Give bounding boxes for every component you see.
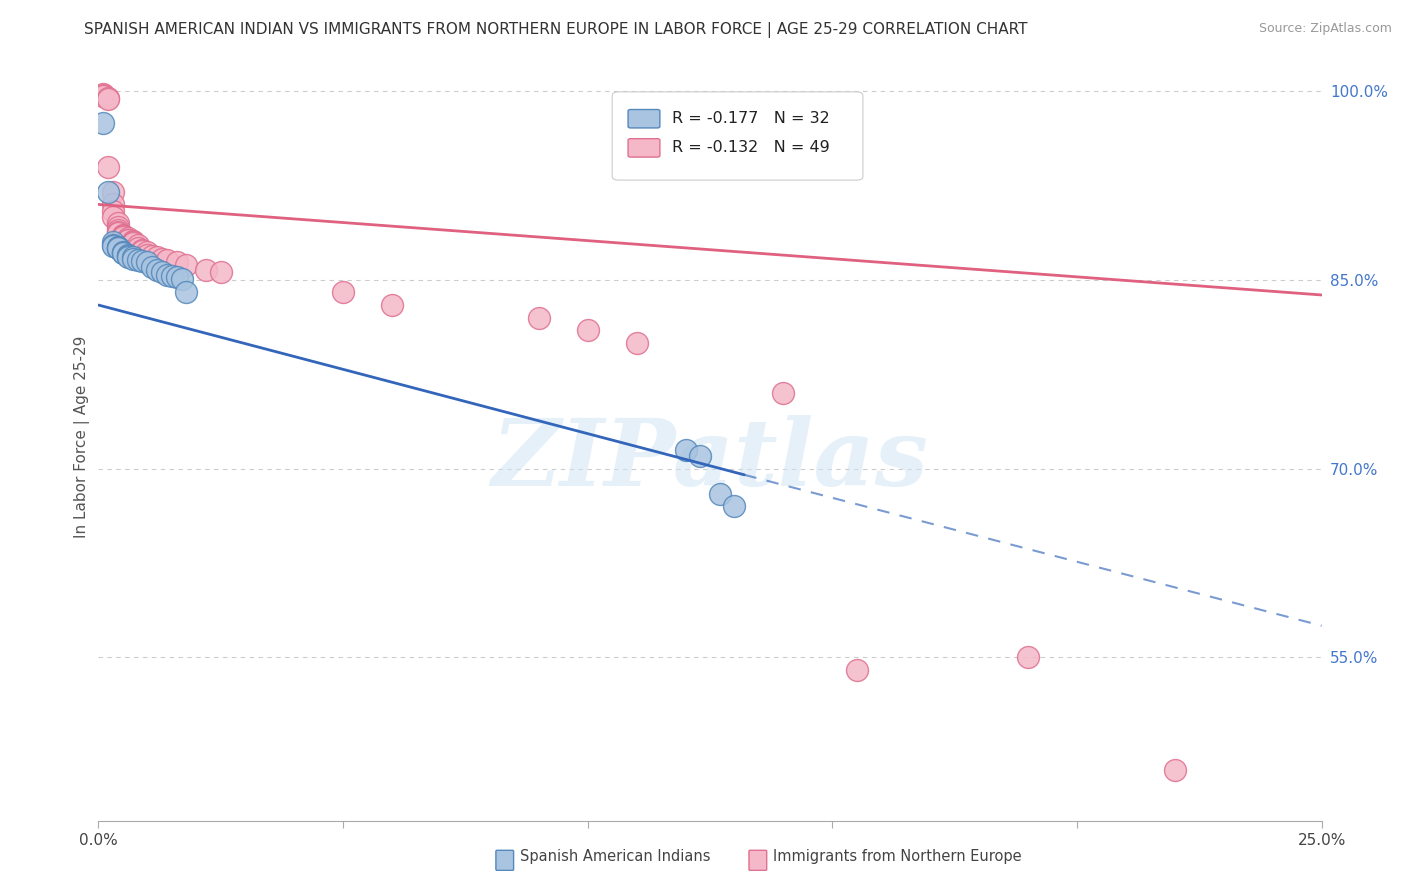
Point bbox=[107, 242, 129, 256]
Point bbox=[101, 210, 124, 224]
Point bbox=[111, 246, 134, 260]
Point bbox=[121, 236, 143, 251]
Point bbox=[91, 88, 114, 103]
Point bbox=[170, 271, 193, 285]
Point bbox=[111, 227, 134, 242]
Point bbox=[107, 227, 129, 241]
Point bbox=[97, 90, 120, 104]
Point bbox=[107, 242, 129, 256]
Point bbox=[576, 323, 599, 337]
Point bbox=[1017, 650, 1039, 665]
Point bbox=[101, 239, 124, 253]
Point bbox=[117, 233, 139, 247]
Point bbox=[689, 449, 711, 463]
Point bbox=[117, 249, 139, 263]
Point bbox=[121, 235, 143, 249]
Text: Source: ZipAtlas.com: Source: ZipAtlas.com bbox=[1258, 22, 1392, 36]
Point bbox=[127, 237, 149, 252]
Text: SPANISH AMERICAN INDIAN VS IMMIGRANTS FROM NORTHERN EUROPE IN LABOR FORCE | AGE : SPANISH AMERICAN INDIAN VS IMMIGRANTS FR… bbox=[84, 22, 1028, 38]
FancyBboxPatch shape bbox=[612, 92, 863, 180]
Point bbox=[141, 249, 163, 263]
Point bbox=[209, 265, 232, 279]
FancyBboxPatch shape bbox=[628, 110, 659, 128]
Point bbox=[111, 245, 134, 260]
Point bbox=[101, 237, 124, 252]
Point bbox=[141, 260, 163, 275]
Point bbox=[150, 265, 173, 279]
Point bbox=[101, 203, 124, 218]
Point bbox=[117, 250, 139, 264]
Point bbox=[107, 220, 129, 235]
Point bbox=[136, 248, 159, 262]
Point bbox=[97, 92, 120, 106]
Point bbox=[1164, 764, 1187, 778]
Point bbox=[121, 252, 143, 266]
FancyBboxPatch shape bbox=[628, 138, 659, 157]
FancyBboxPatch shape bbox=[749, 850, 766, 871]
Point bbox=[107, 225, 129, 239]
Y-axis label: In Labor Force | Age 25-29: In Labor Force | Age 25-29 bbox=[75, 336, 90, 538]
Point bbox=[166, 255, 188, 269]
Point bbox=[195, 262, 218, 277]
Point bbox=[176, 285, 198, 300]
Point bbox=[146, 262, 169, 277]
Point bbox=[117, 231, 139, 245]
Point bbox=[127, 242, 149, 256]
Point bbox=[91, 116, 114, 130]
Point bbox=[626, 335, 648, 350]
Point bbox=[772, 386, 794, 401]
Point bbox=[121, 250, 143, 264]
Point bbox=[101, 197, 124, 211]
Point bbox=[107, 222, 129, 236]
Text: R = -0.132   N = 49: R = -0.132 N = 49 bbox=[672, 140, 830, 155]
Point bbox=[845, 663, 868, 677]
Point bbox=[121, 234, 143, 248]
Point bbox=[107, 240, 129, 254]
Point bbox=[91, 87, 114, 101]
Point bbox=[101, 235, 124, 249]
Point bbox=[166, 270, 188, 285]
Text: ZIPatlas: ZIPatlas bbox=[492, 415, 928, 505]
Point bbox=[332, 285, 354, 300]
Point bbox=[97, 185, 120, 199]
Point bbox=[97, 160, 120, 174]
Point bbox=[107, 216, 129, 230]
Point bbox=[121, 235, 143, 249]
Point bbox=[381, 298, 404, 312]
Point bbox=[156, 268, 179, 282]
Point bbox=[111, 228, 134, 243]
Point bbox=[127, 252, 149, 267]
Point bbox=[156, 252, 179, 267]
Point bbox=[111, 230, 134, 244]
Point bbox=[709, 486, 731, 500]
Point bbox=[675, 442, 697, 457]
Point bbox=[111, 228, 134, 243]
Point bbox=[723, 500, 745, 514]
Point bbox=[146, 250, 169, 264]
Point bbox=[111, 246, 134, 260]
Text: R = -0.177   N = 32: R = -0.177 N = 32 bbox=[672, 112, 830, 127]
Point bbox=[136, 255, 159, 269]
Point bbox=[160, 269, 183, 284]
Point bbox=[107, 242, 129, 256]
Text: Spanish American Indians: Spanish American Indians bbox=[520, 849, 710, 863]
Point bbox=[117, 233, 139, 247]
Point bbox=[131, 254, 153, 268]
Text: Immigrants from Northern Europe: Immigrants from Northern Europe bbox=[773, 849, 1022, 863]
Point bbox=[136, 245, 159, 260]
Point bbox=[527, 310, 550, 325]
Point bbox=[101, 185, 124, 199]
Point bbox=[150, 252, 173, 266]
Point bbox=[131, 243, 153, 257]
Point bbox=[176, 258, 198, 272]
Point bbox=[117, 248, 139, 262]
FancyBboxPatch shape bbox=[496, 850, 513, 871]
Point bbox=[131, 244, 153, 258]
Point bbox=[91, 89, 114, 103]
